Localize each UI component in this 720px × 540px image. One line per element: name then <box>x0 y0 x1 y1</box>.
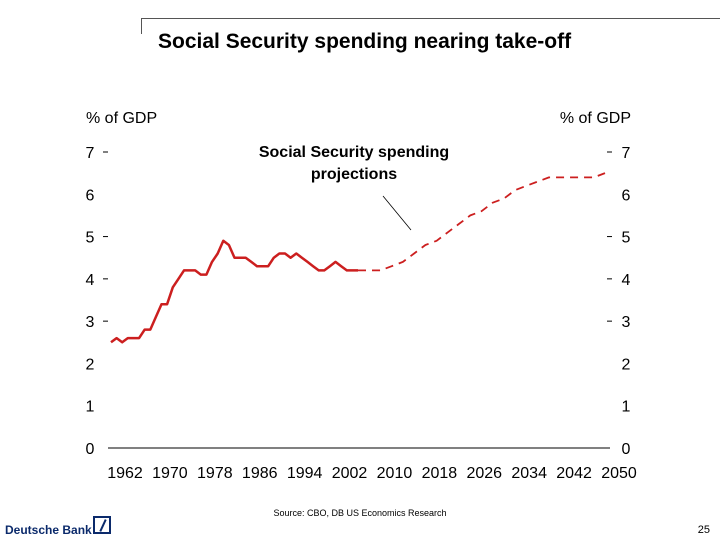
y-tick-label-right: 4 <box>622 272 631 289</box>
historical-line <box>110 239 358 344</box>
y-tick-label-left: 5 <box>86 230 95 247</box>
chart: % of GDP % of GDP Social Security spendi… <box>86 110 637 482</box>
x-tick-label: 1962 <box>107 465 143 482</box>
x-tick-label: 2026 <box>466 465 502 482</box>
y-tick-label-right: 5 <box>622 230 631 247</box>
x-tick-label: 2050 <box>601 465 637 482</box>
y-tick-label-right: 3 <box>622 314 631 331</box>
x-tick-label: 2018 <box>422 465 458 482</box>
deutsche-bank-logo-icon <box>93 516 111 534</box>
x-tick-label: 2042 <box>556 465 592 482</box>
y-tick-label-right: 2 <box>622 356 631 373</box>
x-tick-label: 2010 <box>377 465 413 482</box>
annotation-line-1: Social Security spending <box>259 144 449 161</box>
page-number: 25 <box>697 524 710 536</box>
slide-title: Social Security spending nearing take-of… <box>158 30 572 53</box>
y-tick-label-left: 6 <box>86 187 95 204</box>
y-axis-label-left: % of GDP <box>86 110 157 127</box>
y-tick-label-left: 4 <box>86 272 95 289</box>
annotation-arrow <box>382 195 412 231</box>
source-note: Source: CBO, DB US Economics Research <box>273 508 447 518</box>
y-tick-label-right: 6 <box>622 187 631 204</box>
frame-line <box>141 18 142 34</box>
x-tick-label: 1986 <box>242 465 278 482</box>
y-tick-label-right: 1 <box>622 399 631 416</box>
x-tick-label: 1978 <box>197 465 233 482</box>
y-tick-label-right: 0 <box>622 441 631 458</box>
y-tick-label-left: 2 <box>86 356 95 373</box>
y-tick-label-left: 1 <box>86 399 95 416</box>
projection-line <box>358 172 606 272</box>
y-axis-label-right: % of GDP <box>560 110 631 127</box>
y-tick-label-left: 3 <box>86 314 95 331</box>
frame-line <box>141 18 720 19</box>
x-tick-label: 1970 <box>152 465 188 482</box>
x-tick-label: 2002 <box>332 465 368 482</box>
y-tick-label-right: 7 <box>622 145 631 162</box>
x-tick-label: 1994 <box>287 465 323 482</box>
y-tick-label-left: 7 <box>86 145 95 162</box>
y-tick-label-left: 0 <box>86 441 95 458</box>
x-tick-label: 2034 <box>511 465 547 482</box>
logo-text: Deutsche Bank <box>5 523 92 537</box>
annotation-line-2: projections <box>311 166 397 183</box>
